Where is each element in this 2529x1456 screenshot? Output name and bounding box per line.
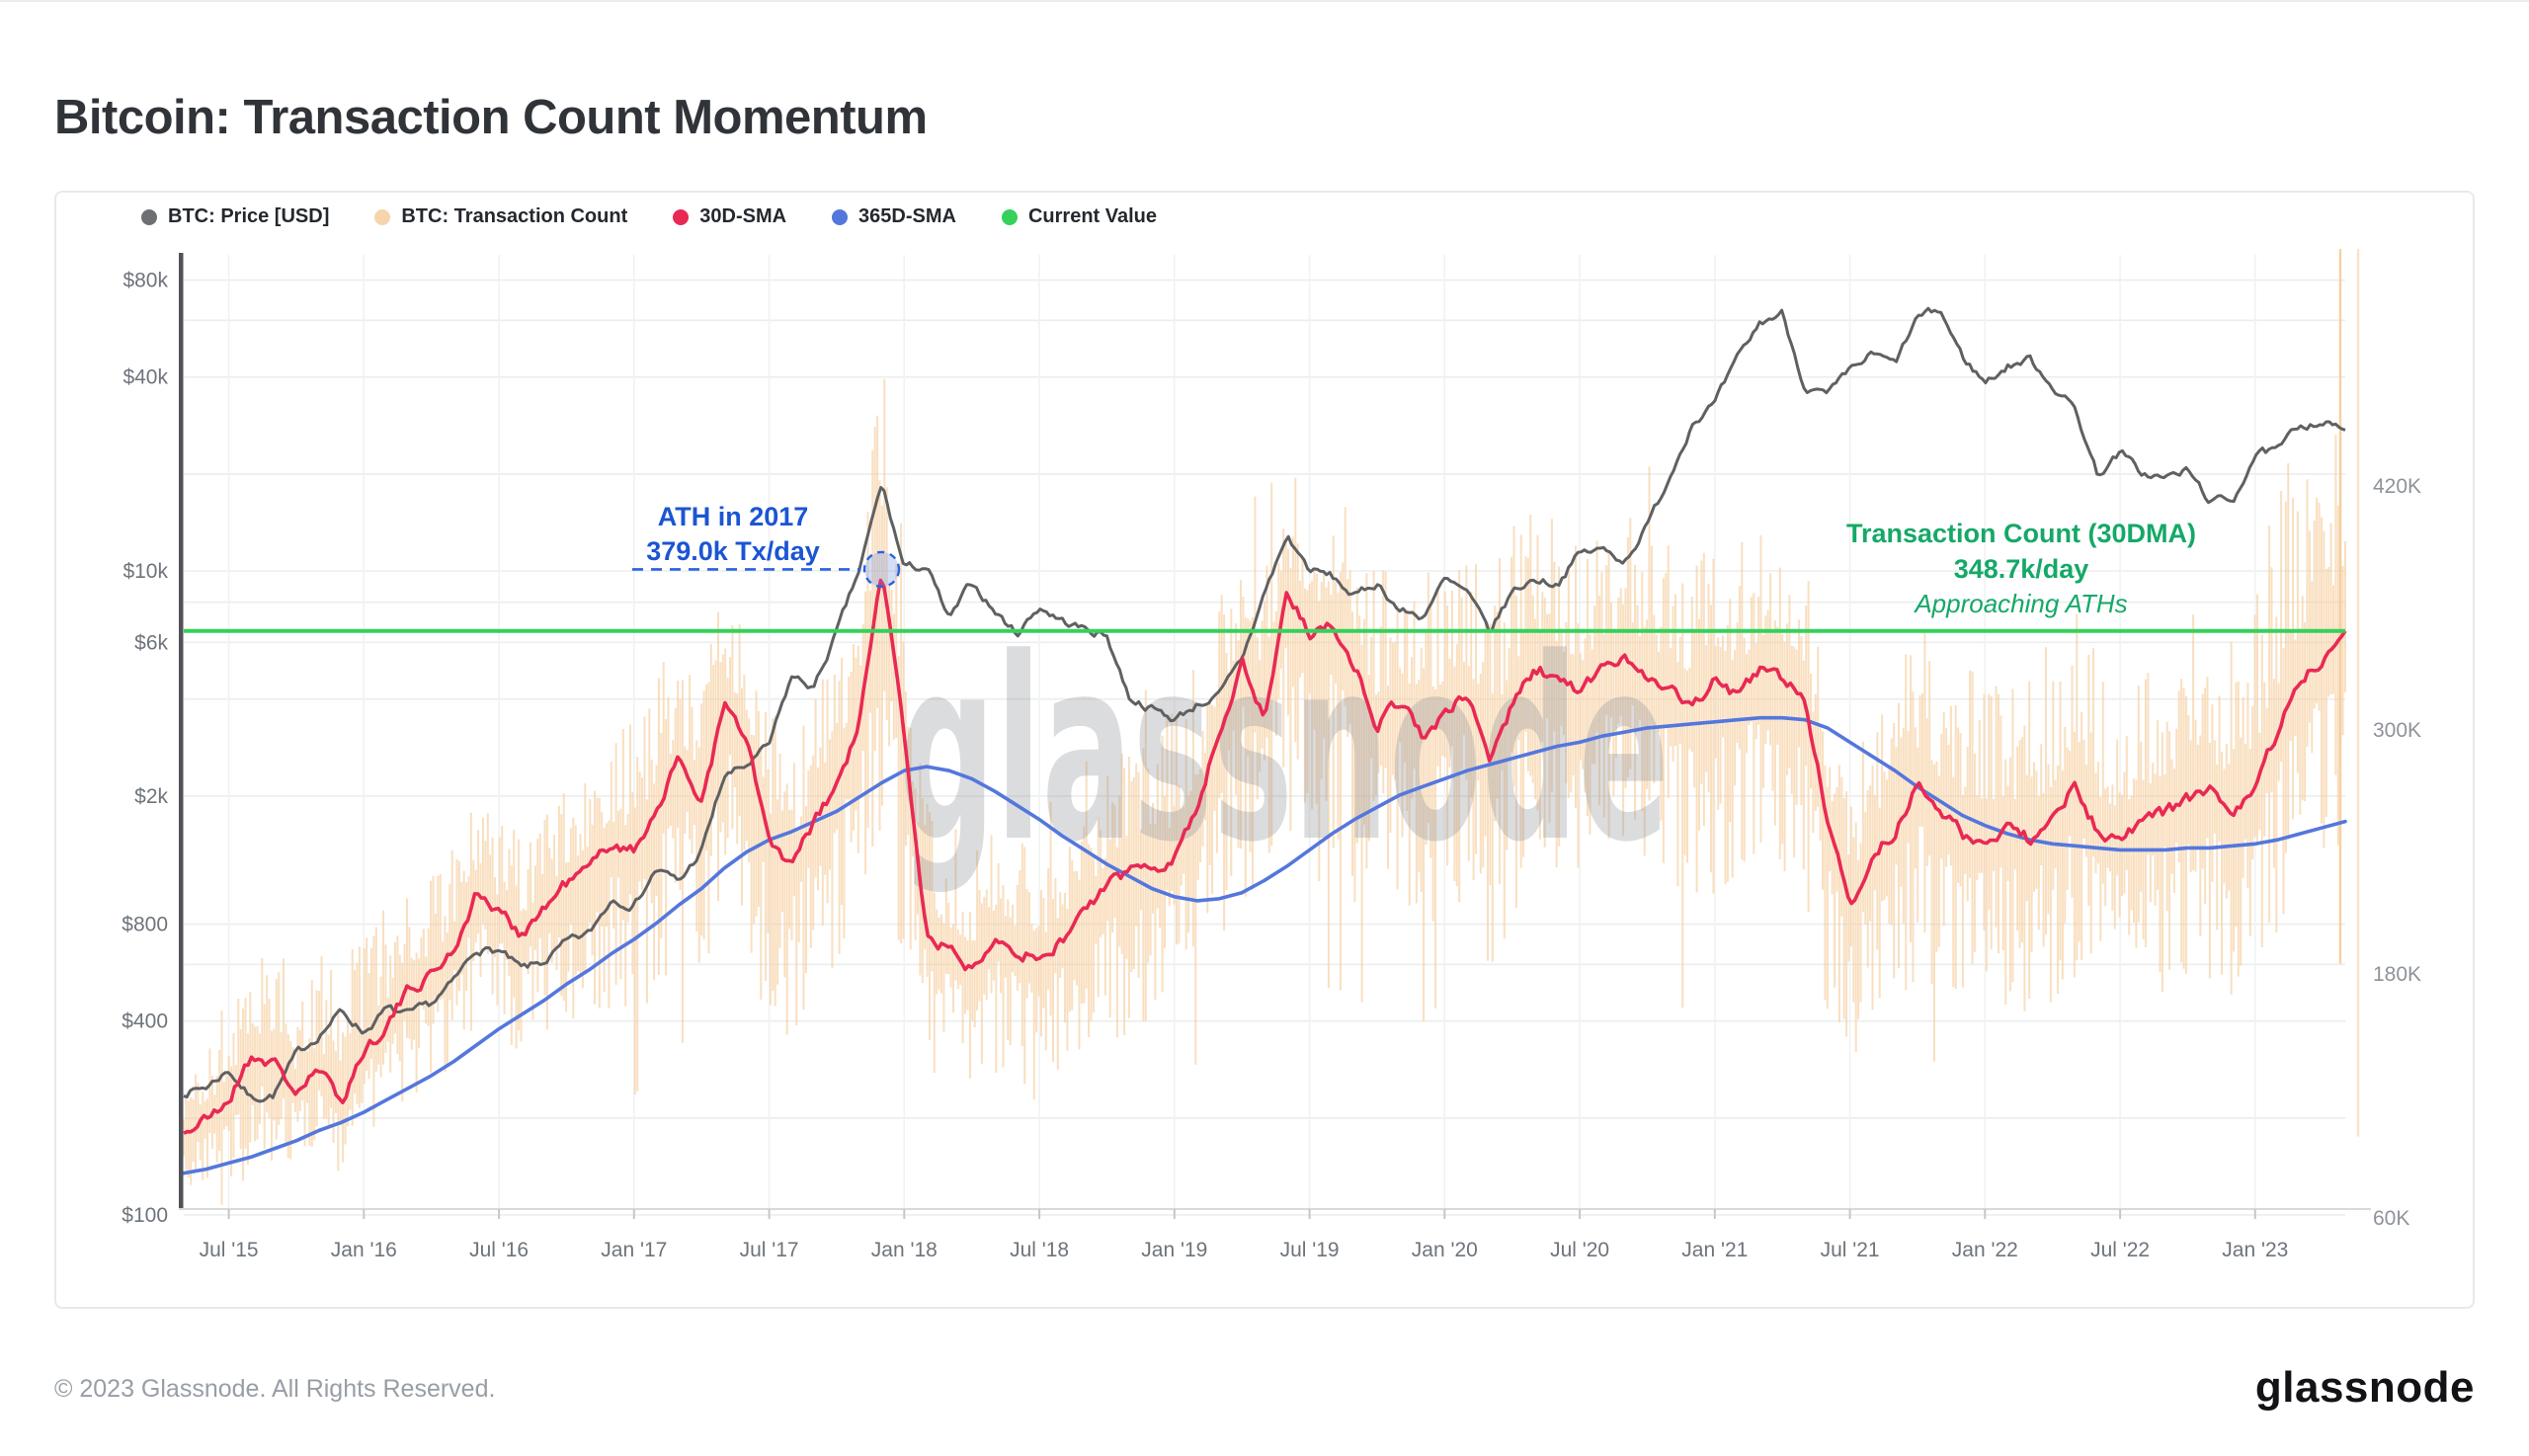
svg-text:300K: 300K xyxy=(2373,719,2421,742)
svg-text:Jan '20: Jan '20 xyxy=(1412,1239,1478,1261)
svg-text:Jul '22: Jul '22 xyxy=(2090,1239,2150,1261)
ath-circle-marker xyxy=(862,550,901,589)
svg-text:Jan '21: Jan '21 xyxy=(1681,1239,1748,1261)
page-title: Bitcoin: Transaction Count Momentum xyxy=(54,90,928,144)
sma365-series-dot-icon xyxy=(832,208,849,225)
svg-text:Jul '16: Jul '16 xyxy=(469,1239,529,1261)
svg-text:60K: 60K xyxy=(2373,1207,2409,1230)
svg-text:$2k: $2k xyxy=(134,785,168,808)
svg-text:Jan '18: Jan '18 xyxy=(871,1239,938,1261)
svg-text:Jul '15: Jul '15 xyxy=(200,1239,259,1261)
svg-text:$400: $400 xyxy=(122,1011,168,1033)
x-axis-ticks xyxy=(227,1209,2256,1219)
svg-text:Jan '17: Jan '17 xyxy=(601,1239,667,1261)
svg-text:$40k: $40k xyxy=(122,366,168,389)
legend-label: BTC: Price [USD] xyxy=(168,205,330,227)
svg-text:180K: 180K xyxy=(2373,963,2421,986)
legend-label: 365D-SMA xyxy=(858,205,956,227)
current-value-dot-icon xyxy=(1001,208,1018,225)
legend-item-current-value[interactable]: Current Value xyxy=(1001,205,1158,228)
svg-text:Jan '23: Jan '23 xyxy=(2222,1239,2288,1261)
svg-text:$100: $100 xyxy=(122,1204,168,1227)
price-series-dot-icon xyxy=(141,208,157,225)
chart-legend: BTC: Price [USD] BTC: Transaction Count … xyxy=(141,205,1157,228)
watermark-text: glassnode xyxy=(899,605,1670,898)
svg-text:Jan '19: Jan '19 xyxy=(1141,1239,1207,1261)
legend-item-365d-sma[interactable]: 365D-SMA xyxy=(832,205,956,228)
price-line xyxy=(183,306,2346,1103)
legend-label: 30D-SMA xyxy=(699,205,787,227)
legend-label: BTC: Transaction Count xyxy=(401,205,628,227)
sma365-line xyxy=(182,715,2347,1175)
legend-label: Current Value xyxy=(1027,205,1158,227)
svg-text:Jul '20: Jul '20 xyxy=(1550,1239,1609,1261)
svg-text:420K: 420K xyxy=(2373,475,2421,498)
y-axis-left-labels: $80k $40k $10k $6k $2k $800 $400 $100 xyxy=(122,270,168,1227)
svg-text:$800: $800 xyxy=(122,914,168,936)
svg-text:Jan '16: Jan '16 xyxy=(331,1239,397,1261)
top-hairline xyxy=(0,0,2529,2)
legend-item-transaction-count[interactable]: BTC: Transaction Count xyxy=(374,205,627,228)
svg-text:Jan '22: Jan '22 xyxy=(1952,1239,2018,1261)
svg-text:$10k: $10k xyxy=(122,560,168,583)
svg-text:$6k: $6k xyxy=(134,631,168,654)
legend-item-30d-sma[interactable]: 30D-SMA xyxy=(673,205,786,228)
y-axis-right-labels: 420K 300K 180K 60K xyxy=(2373,475,2421,1230)
sma30-series-dot-icon xyxy=(673,208,690,225)
svg-text:Jul '19: Jul '19 xyxy=(1280,1239,1340,1261)
legend-item-btc-price[interactable]: BTC: Price [USD] xyxy=(141,205,329,228)
svg-text:$80k: $80k xyxy=(122,270,168,292)
x-axis-labels: Jul '15 Jan '16 Jul '16 Jan '17 Jul '17 Jan '… xyxy=(200,1239,2289,1261)
svg-text:Jul '17: Jul '17 xyxy=(740,1239,799,1261)
grid-vertical xyxy=(227,255,2256,1209)
svg-text:Jul '18: Jul '18 xyxy=(1010,1239,1069,1261)
tx-count-series-dot-icon xyxy=(374,208,391,225)
glassnode-logo: glassnode xyxy=(2254,1363,2475,1412)
left-axis-line xyxy=(179,253,184,1209)
footer-copyright: © 2023 Glassnode. All Rights Reserved. xyxy=(54,1375,496,1403)
sma30-line xyxy=(183,578,2347,1135)
svg-text:Jul '21: Jul '21 xyxy=(1821,1239,1880,1261)
